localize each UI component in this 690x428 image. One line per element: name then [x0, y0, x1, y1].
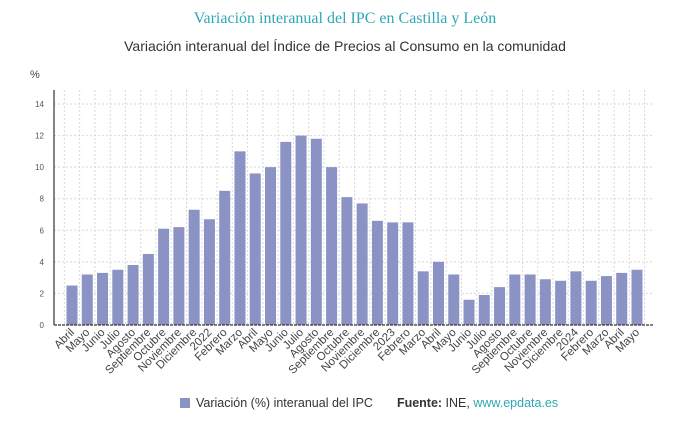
legend: Variación (%) interanual del IPC Fuente:…	[180, 396, 558, 410]
bar	[173, 227, 185, 325]
source-text: INE,	[442, 396, 474, 410]
y-tick-label: 0	[40, 321, 45, 330]
bar	[478, 295, 490, 325]
bar	[219, 190, 231, 325]
bar	[417, 271, 429, 325]
bar	[585, 280, 597, 325]
bar	[402, 222, 414, 325]
bar	[524, 274, 536, 325]
bar	[494, 287, 506, 325]
y-tick-label: 6	[40, 226, 45, 235]
bar	[265, 167, 277, 325]
source: Fuente: INE, www.epdata.es	[397, 396, 558, 410]
bar	[326, 167, 338, 325]
bar	[616, 272, 628, 325]
bar	[97, 272, 109, 325]
bar	[387, 222, 399, 325]
bar	[509, 274, 521, 325]
bar	[127, 265, 139, 325]
y-tick-label: 10	[35, 163, 44, 172]
bar	[295, 135, 307, 325]
chart-title: Variación interanual del IPC en Castilla…	[193, 10, 497, 27]
bar	[234, 151, 246, 325]
bar	[555, 280, 567, 325]
legend-swatch	[180, 398, 190, 408]
bar	[570, 271, 582, 325]
bar	[81, 274, 93, 325]
bar	[112, 269, 124, 325]
bar	[341, 197, 353, 325]
bar	[203, 219, 215, 325]
source-label: Fuente:	[396, 396, 443, 410]
bar	[631, 269, 643, 325]
bar	[539, 279, 551, 325]
bar	[463, 299, 475, 325]
y-axis-label: %	[30, 69, 40, 81]
bar	[280, 141, 292, 325]
y-tick-label: 2	[40, 289, 45, 298]
bar	[249, 173, 261, 325]
chart-subtitle: Variación interanual del Índice de Preci…	[124, 38, 566, 54]
bar	[310, 138, 322, 325]
bar	[142, 253, 154, 325]
y-tick-label: 8	[40, 195, 45, 204]
bar	[188, 209, 200, 325]
legend-series-label[interactable]: Variación (%) interanual del IPC	[196, 396, 373, 410]
bar	[432, 261, 444, 325]
bar	[448, 274, 460, 325]
bar	[66, 285, 78, 325]
y-tick-label: 12	[35, 132, 44, 141]
y-tick-label: 4	[40, 258, 45, 267]
bar	[600, 276, 612, 325]
bar	[371, 220, 383, 325]
bar	[356, 203, 368, 325]
y-tick-label: 14	[35, 100, 44, 109]
source-link[interactable]: www.epdata.es	[473, 396, 559, 410]
bar	[158, 228, 170, 325]
